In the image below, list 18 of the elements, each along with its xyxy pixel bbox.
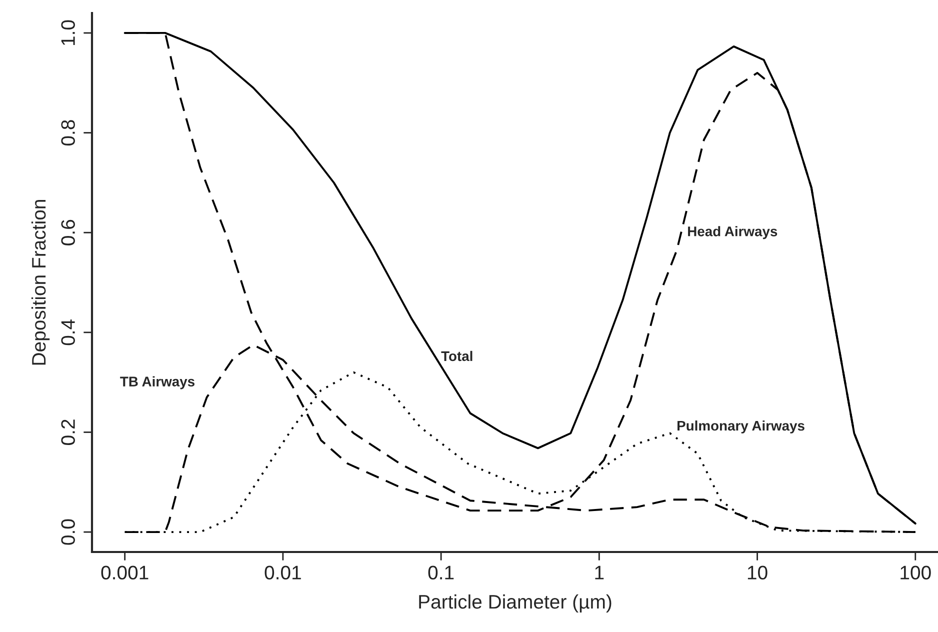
annotation: Total — [441, 350, 472, 362]
y-tick-label: 0.0 — [61, 519, 75, 545]
x-tick-label: 0.001 — [101, 566, 148, 580]
y-tick-label: 0.6 — [61, 220, 75, 246]
x-tick-label: 0.1 — [428, 566, 454, 580]
x-tick-label: 100 — [900, 566, 931, 580]
x-axis-title: Particle Diameter (µm) — [419, 594, 612, 613]
y-tick-label: 0.4 — [61, 319, 75, 346]
y-tick-label: 1.0 — [61, 20, 75, 45]
x-tick-label: 1 — [595, 566, 604, 580]
x-tick-label: 0.01 — [264, 566, 301, 580]
y-axis-title: Deposition Fraction — [31, 200, 50, 365]
annotation: TB Airways — [120, 376, 194, 390]
x-tick-label: 10 — [748, 566, 768, 580]
y-tick-label: 0.8 — [61, 120, 75, 146]
annotation: Head Airways — [688, 226, 778, 240]
annotation: Pulmonary Airways — [678, 420, 804, 434]
y-tick-label: 0.2 — [61, 420, 75, 445]
